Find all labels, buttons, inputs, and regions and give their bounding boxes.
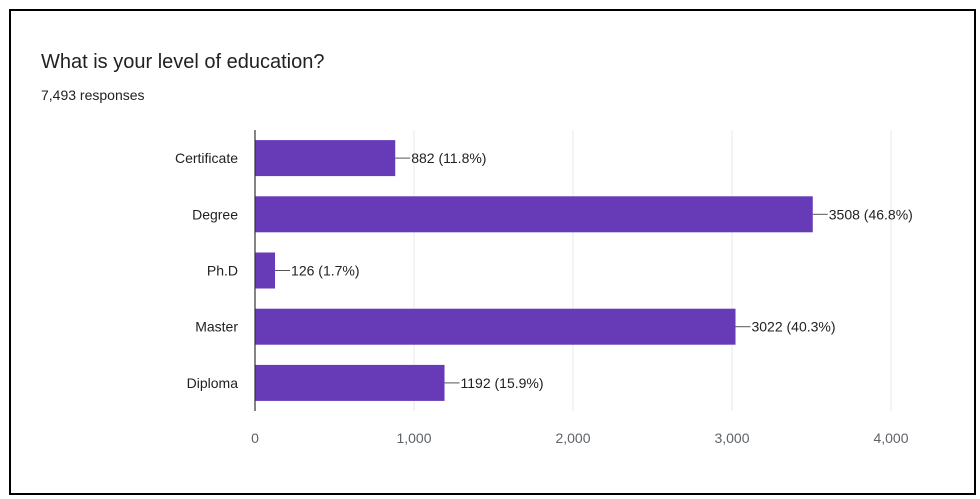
category-label: Master bbox=[195, 319, 238, 335]
bar bbox=[255, 252, 276, 289]
category-label: Diploma bbox=[187, 375, 239, 391]
x-tick-label: 1,000 bbox=[396, 430, 431, 446]
data-label: 3508 (46.8%) bbox=[829, 206, 913, 222]
question-title: What is your level of education? bbox=[41, 51, 325, 73]
data-label: 882 (11.8%) bbox=[411, 150, 486, 166]
x-tick-label: 3,000 bbox=[714, 430, 749, 446]
chart-card: What is your level of education? 7,493 r… bbox=[9, 9, 976, 495]
x-tick-label: 4,000 bbox=[873, 430, 908, 446]
category-label: Ph.D bbox=[207, 263, 238, 279]
data-label: 1192 (15.9%) bbox=[461, 375, 544, 391]
data-label: 3022 (40.3%) bbox=[751, 319, 835, 335]
bar bbox=[255, 196, 813, 233]
bar bbox=[255, 140, 396, 177]
data-label: 126 (1.7%) bbox=[291, 263, 359, 279]
bar bbox=[255, 308, 736, 345]
bar bbox=[255, 364, 445, 401]
x-tick-label: 0 bbox=[251, 430, 259, 446]
response-count: 7,493 responses bbox=[41, 87, 145, 103]
x-tick-label: 2,000 bbox=[555, 430, 590, 446]
category-label: Degree bbox=[192, 206, 238, 222]
category-label: Certificate bbox=[175, 150, 238, 166]
